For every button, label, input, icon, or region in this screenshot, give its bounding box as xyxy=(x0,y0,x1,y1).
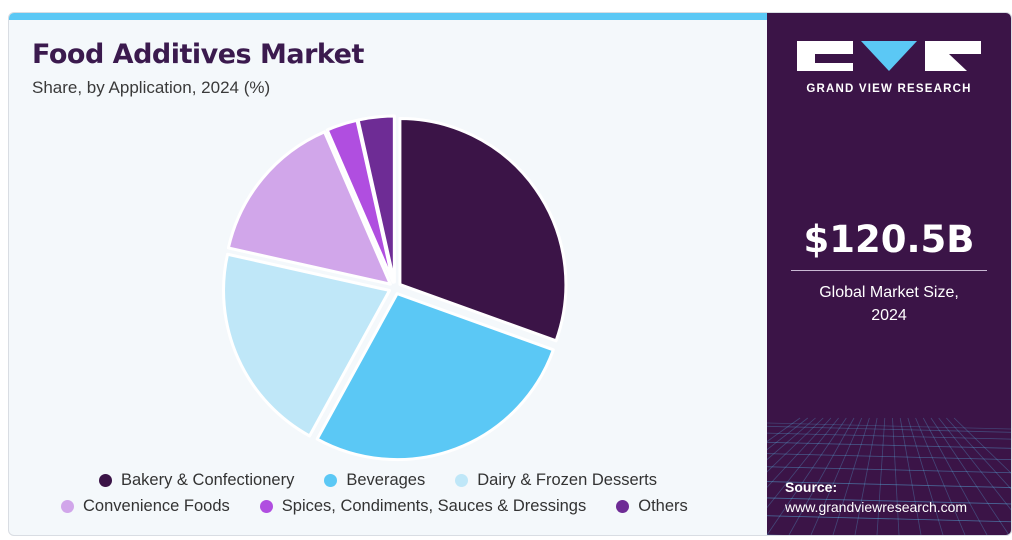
legend-row-2: Convenience Foods Spices, Condiments, Sa… xyxy=(61,497,688,516)
legend-item: Bakery & Confectionery xyxy=(99,471,294,490)
legend-label-others: Others xyxy=(638,497,688,515)
legend-row-1: Bakery & Confectionery Beverages Dairy &… xyxy=(99,471,657,490)
market-size-label-line2: 2024 xyxy=(871,307,907,324)
legend-dot-convenience xyxy=(61,500,74,513)
logo-text: GRAND VIEW RESEARCH xyxy=(806,83,972,95)
top-accent-bar xyxy=(9,13,767,20)
legend-label-bakery: Bakery & Confectionery xyxy=(121,471,295,489)
pie-slice-others xyxy=(356,114,396,284)
divider xyxy=(791,270,987,271)
legend-dot-others xyxy=(616,500,630,513)
legend-item: Spices, Condiments, Sauces & Dressings xyxy=(259,497,587,516)
legend-dot-bakery xyxy=(99,474,112,487)
legend-item: Convenience Foods xyxy=(61,497,230,516)
pie-slices xyxy=(222,114,568,462)
market-size-label: Global Market Size, 2024 xyxy=(767,281,1011,327)
pie-chart xyxy=(222,114,568,462)
legend-dot-beverages xyxy=(324,474,338,487)
legend-label-dairy: Dairy & Frozen Desserts xyxy=(477,471,657,489)
grand-view-research-logo xyxy=(797,41,981,71)
legend-dot-spices xyxy=(259,500,273,513)
pie-slice-bakery-confectionery xyxy=(398,117,568,343)
sidebar-panel: GRAND VIEW RESEARCH $120.5B Global Marke… xyxy=(767,13,1011,535)
market-size-value: $120.5B xyxy=(803,218,975,261)
chart-title: Food Additives Market xyxy=(32,39,364,70)
legend-item: Dairy & Frozen Desserts xyxy=(455,471,657,490)
legend-label-spices: Spices, Condiments, Sauces & Dressings xyxy=(281,497,587,515)
source-link[interactable]: www.grandviewresearch.com xyxy=(785,499,968,515)
chart-subtitle: Share, by Application, 2024 (%) xyxy=(32,78,271,97)
pie-slice-dairy-frozen-desserts xyxy=(222,252,392,438)
decorative-grid xyxy=(767,417,1011,535)
pie-slice-convenience-foods xyxy=(226,130,392,286)
market-size-label-line1: Global Market Size, xyxy=(819,284,959,301)
pie-slice-beverages xyxy=(315,292,555,462)
legend-label-beverages: Beverages xyxy=(346,471,426,489)
legend-item: Others xyxy=(616,497,688,516)
legend-dot-dairy xyxy=(455,474,469,487)
chart-card: Food Additives Market Share, by Applicat… xyxy=(8,12,1012,536)
legend-label-convenience: Convenience Foods xyxy=(83,497,230,515)
legend-item: Beverages xyxy=(324,471,425,490)
source-label: Source: xyxy=(785,479,838,495)
